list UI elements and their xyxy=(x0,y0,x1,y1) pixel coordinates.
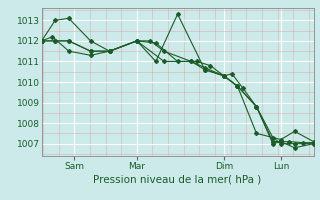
X-axis label: Pression niveau de la mer( hPa ): Pression niveau de la mer( hPa ) xyxy=(93,175,262,185)
